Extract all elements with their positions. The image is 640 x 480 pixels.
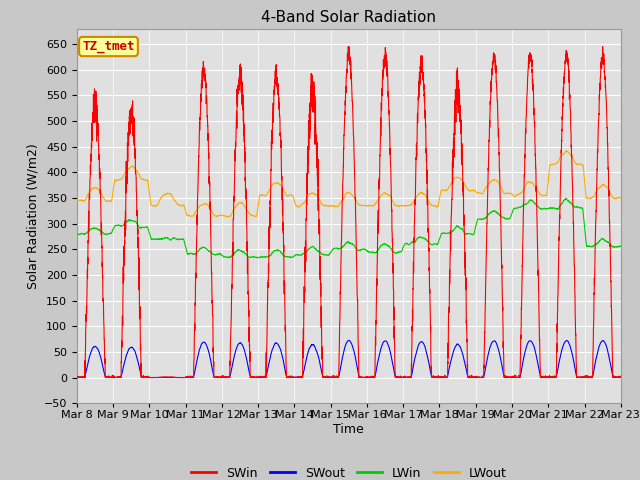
Y-axis label: Solar Radiation (W/m2): Solar Radiation (W/m2) [26,143,40,289]
X-axis label: Time: Time [333,423,364,436]
Title: 4-Band Solar Radiation: 4-Band Solar Radiation [261,10,436,25]
Text: TZ_tmet: TZ_tmet [82,40,135,53]
Legend: SWin, SWout, LWin, LWout: SWin, SWout, LWin, LWout [186,462,512,480]
